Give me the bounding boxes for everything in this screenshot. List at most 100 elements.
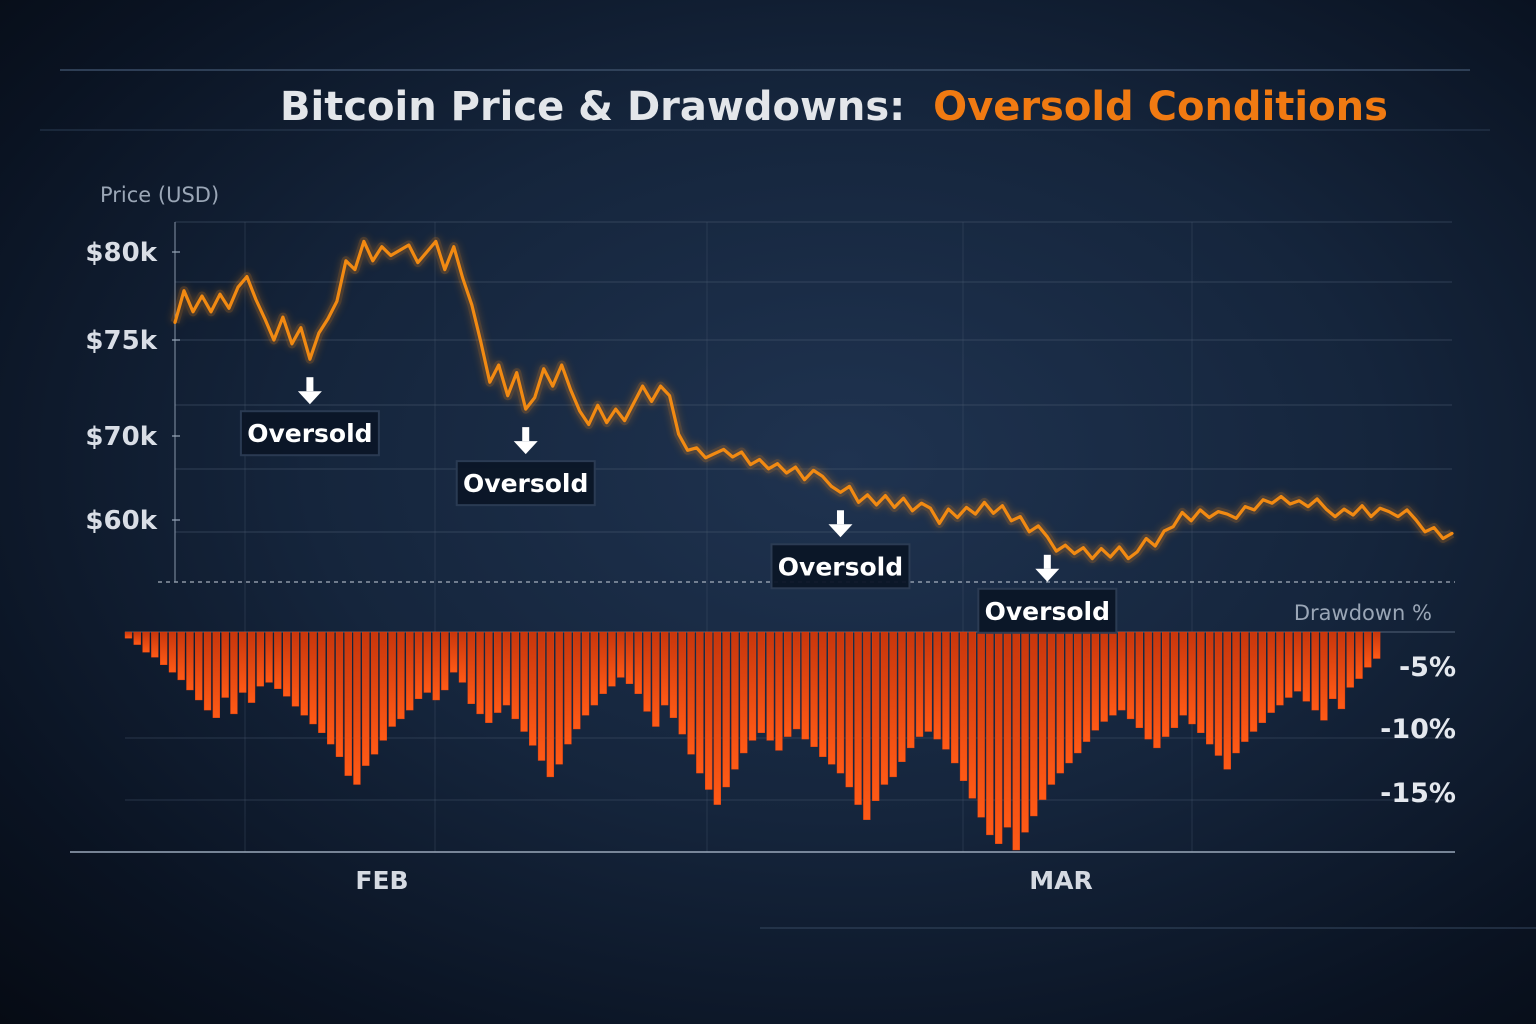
drawdown-bar	[977, 631, 985, 818]
oversold-annotation: Oversold	[239, 377, 380, 457]
drawdown-bar	[731, 631, 739, 770]
drawdown-bar	[1364, 631, 1372, 668]
drawdown-bar	[713, 631, 722, 805]
drawdown-bar	[1082, 631, 1091, 742]
x-axis-ticks: FEB MAR	[355, 866, 1092, 895]
drawdown-bar	[819, 631, 827, 757]
drawdown-bar	[362, 631, 370, 766]
drawdown-bar	[1337, 631, 1346, 710]
drawdown-bar	[1285, 631, 1293, 698]
drawdown-bar	[1091, 631, 1100, 731]
drawdown-bar	[722, 631, 730, 788]
drawdown-bar	[423, 631, 431, 693]
drawdown-bar	[379, 631, 387, 741]
drawdown-bar	[283, 631, 291, 697]
drawdown-bar	[1214, 631, 1223, 756]
drawdown-bar	[212, 631, 220, 718]
drawdown-bar	[151, 631, 159, 658]
drawdown-bar	[924, 631, 933, 732]
drawdown-bar	[1188, 631, 1196, 725]
oversold-label: Oversold	[985, 597, 1110, 626]
drawdown-bar	[432, 631, 440, 701]
drawdown-bar	[1267, 631, 1275, 713]
drawdown-bar	[801, 631, 809, 740]
drawdown-bar	[1179, 631, 1187, 716]
price-line	[173, 239, 1454, 561]
drawdown-bar	[573, 631, 581, 730]
price-axis-title: Price (USD)	[100, 183, 219, 207]
drawdown-bar	[766, 631, 774, 741]
drawdown-bar	[608, 631, 616, 687]
oversold-annotations: Oversold Oversold Oversold Oversold	[239, 377, 1118, 634]
down-arrow-icon	[1043, 554, 1051, 569]
drawdown-bar	[344, 631, 352, 776]
drawdown-bar	[1311, 631, 1319, 711]
drawdown-bar	[406, 631, 414, 711]
drawdown-bar	[687, 631, 695, 755]
drawdown-bar	[1065, 631, 1073, 764]
drawdown-bars	[124, 631, 1381, 851]
drawdown-bar	[775, 631, 783, 751]
drawdown-bar	[353, 631, 361, 785]
drawdown-bar	[951, 631, 959, 764]
oversold-annotation: Oversold	[770, 510, 911, 590]
oversold-label-box	[977, 587, 1118, 634]
drawdown-bar	[599, 631, 607, 694]
drawdown-bar	[546, 631, 555, 778]
drawdown-bar	[1144, 631, 1152, 740]
oversold-label-box	[455, 460, 596, 507]
drawdown-bar	[1346, 631, 1354, 688]
drawdown-tick-label: -10%	[1380, 714, 1456, 745]
drawdown-bar	[1074, 631, 1082, 754]
down-arrow-icon	[836, 510, 844, 525]
oversold-label: Oversold	[247, 419, 372, 448]
drawdown-bar	[889, 631, 897, 778]
drawdown-bar	[854, 631, 862, 805]
chart-title: Bitcoin Price & Drawdowns: Oversold Cond…	[280, 84, 1388, 130]
oversold-annotation: Oversold	[977, 554, 1118, 634]
drawdown-bar	[872, 631, 880, 802]
drawdown-bar	[1109, 631, 1117, 716]
drawdown-bar	[159, 631, 168, 665]
drawdown-bar	[669, 631, 678, 718]
drawdown-bar	[124, 631, 133, 639]
drawdown-bar	[485, 631, 493, 723]
drawdown-bar	[327, 631, 335, 745]
drawdown-bar	[370, 631, 379, 755]
drawdown-bar	[740, 631, 748, 754]
drawdown-bar	[748, 631, 757, 741]
drawdown-bar	[564, 631, 572, 745]
drawdown-bar	[414, 631, 423, 700]
drawdown-bar	[511, 631, 519, 720]
drawdown-bar	[792, 631, 801, 730]
price-tick-label: $80k	[85, 238, 157, 268]
drawdown-bar	[1258, 631, 1267, 723]
drawdown-bar	[467, 631, 475, 705]
drawdown-bar	[1232, 631, 1240, 754]
drawdown-bar	[529, 631, 537, 746]
drawdown-bar	[1170, 631, 1179, 729]
drawdown-bar	[1153, 631, 1161, 749]
drawdown-bar	[239, 631, 247, 693]
drawdown-bar	[907, 631, 915, 749]
drawdown-bar	[1197, 631, 1205, 734]
drawdown-bar	[291, 631, 300, 707]
drawdown-bar	[1012, 631, 1020, 851]
drawdown-bar	[705, 631, 713, 790]
drawdown-bar	[494, 631, 502, 713]
drawdown-bar	[1241, 631, 1249, 742]
drawdown-bar	[863, 631, 871, 820]
drawdown-bar	[1021, 631, 1029, 833]
drawdown-bar	[441, 631, 449, 691]
drawdown-bar	[186, 631, 194, 691]
drawdown-bar	[880, 631, 889, 785]
drawdown-bar	[388, 631, 396, 727]
drawdown-bar	[1038, 631, 1047, 800]
down-arrow-head-icon	[297, 391, 322, 405]
price-tick-label: $70k	[85, 422, 157, 452]
drawdown-bar	[696, 631, 704, 774]
drawdown-bar	[1118, 631, 1126, 711]
drawdown-bar	[1249, 631, 1258, 732]
